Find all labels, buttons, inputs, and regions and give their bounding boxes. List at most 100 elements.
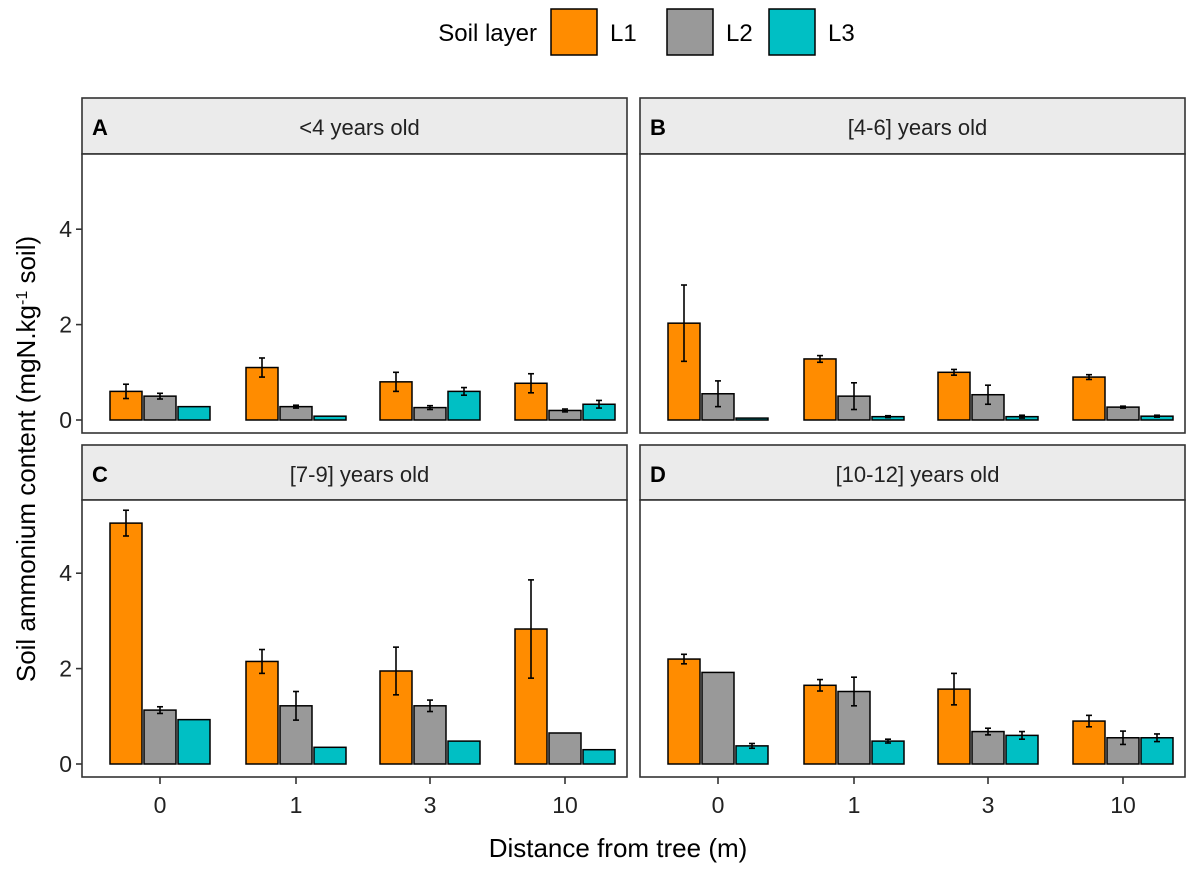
- error-bar: [1154, 733, 1160, 743]
- error-bar: [851, 381, 857, 411]
- error-bar: [885, 414, 891, 419]
- bar-c-l3-1: [313, 746, 347, 765]
- error-bar: [817, 354, 823, 364]
- x-tick-label: 0: [712, 792, 725, 818]
- panels: A <4 years old B [4-6] years old C [7-9] year…: [81, 97, 1186, 778]
- bar-a-l3-0: [177, 405, 211, 421]
- error-bar: [985, 727, 991, 736]
- y-axis-title-main: Soil ammonium content (mgN.kg: [11, 305, 41, 682]
- x-axis-title: Distance from tree (m): [489, 833, 748, 863]
- x-tick-label: 10: [1110, 792, 1136, 818]
- error-bar: [393, 646, 399, 696]
- error-bar: [528, 579, 534, 679]
- error-bar: [293, 690, 299, 721]
- panel-letter: C: [92, 462, 108, 487]
- x-tick-label: 1: [290, 792, 303, 818]
- legend-label-l3: L3: [828, 20, 855, 47]
- legend: Soil layer L1 L2 L3: [438, 8, 855, 56]
- error-bar: [123, 383, 129, 400]
- error-bar: [393, 371, 399, 393]
- error-bar: [851, 676, 857, 707]
- error-bar: [749, 742, 755, 750]
- error-bar: [951, 368, 957, 376]
- legend-label-l2: L2: [726, 20, 753, 47]
- error-bar: [157, 392, 163, 400]
- bar-c-l2-3: [413, 705, 447, 765]
- bar-c-l3-0: [177, 718, 211, 765]
- error-bar: [885, 738, 891, 744]
- panel-strip: [639, 97, 1186, 155]
- x-tick-label: 10: [552, 792, 578, 818]
- bar-b-l1-1: [803, 358, 837, 421]
- legend-key-l2: [666, 8, 714, 56]
- error-bar: [293, 404, 299, 409]
- legend-label-l1: L1: [610, 20, 637, 47]
- error-bar: [1120, 405, 1126, 409]
- panel-a: A <4 years old: [81, 97, 628, 434]
- error-bar: [427, 404, 433, 411]
- panel-letter: B: [650, 115, 666, 140]
- error-bar: [427, 699, 433, 713]
- panel-letter: A: [92, 115, 108, 140]
- error-bar: [528, 372, 534, 394]
- error-bar: [1019, 414, 1025, 419]
- y-tick-label: 0: [59, 751, 72, 777]
- panel-b: B [4-6] years old: [639, 97, 1186, 434]
- x-axis: 0 1 3 10 0 1 3 10: [154, 777, 1136, 818]
- bar-a-l3-1: [313, 415, 347, 421]
- error-bar: [123, 509, 129, 537]
- bar-d-l2-3: [971, 730, 1005, 765]
- bar-d-l2-0: [701, 671, 735, 765]
- panel-title: [10-12] years old: [836, 462, 1000, 487]
- x-tick-label: 3: [982, 792, 995, 818]
- y-tick-label: 0: [59, 407, 72, 433]
- error-bar: [1019, 730, 1025, 740]
- error-bar: [157, 705, 163, 715]
- bar-d-l1-0: [667, 658, 701, 765]
- error-bar: [461, 386, 467, 396]
- bar-d-l1-1: [803, 684, 837, 765]
- panel-strip: [81, 97, 628, 155]
- bar-a-l3-3: [447, 390, 481, 421]
- panel-d: D [10-12] years old: [639, 444, 1186, 778]
- legend-title: Soil layer: [438, 20, 537, 47]
- panel-title: [7-9] years old: [290, 462, 429, 487]
- bar-b-l1-10: [1072, 376, 1106, 421]
- bar-b-l1-3: [937, 371, 971, 421]
- y-axis-title-tail: soil): [11, 236, 41, 291]
- panel-c: C [7-9] years old: [81, 444, 628, 778]
- panel-strip: [639, 444, 1186, 501]
- error-bar: [951, 672, 957, 706]
- panel-title: [4-6] years old: [848, 115, 987, 140]
- bar-c-l1-0: [109, 522, 143, 765]
- y-axis-title: Soil ammonium content (mgN.kg-1 soil): [11, 236, 41, 682]
- bar-c-l2-10: [548, 732, 582, 765]
- panel-letter: D: [650, 462, 666, 487]
- x-tick-label: 1: [848, 792, 861, 818]
- error-bar: [1086, 714, 1092, 728]
- error-bar: [259, 357, 265, 378]
- y-tick-label: 4: [59, 560, 72, 586]
- bar-c-l3-10: [582, 748, 616, 765]
- error-bar: [985, 384, 991, 406]
- error-bar: [1120, 730, 1126, 746]
- bar-b-l3-0: [735, 417, 769, 421]
- y-axis-title-superscript: -1: [14, 291, 31, 305]
- bar-d-l3-1: [871, 740, 905, 765]
- bar-b-l2-10: [1106, 406, 1140, 421]
- y-tick-label: 2: [59, 656, 72, 682]
- y-tick-label: 2: [59, 312, 72, 338]
- legend-items: L1 L2 L3: [550, 8, 855, 56]
- error-bar: [562, 408, 568, 413]
- error-bar: [259, 648, 265, 675]
- legend-key-l1: [550, 8, 598, 56]
- error-bar: [1086, 373, 1092, 381]
- bar-d-l1-10: [1072, 720, 1106, 765]
- error-bar: [1154, 414, 1160, 418]
- error-bar: [681, 284, 687, 363]
- y-tick-label: 4: [59, 216, 72, 242]
- error-bar: [596, 399, 602, 409]
- bar-c-l2-0: [143, 709, 177, 765]
